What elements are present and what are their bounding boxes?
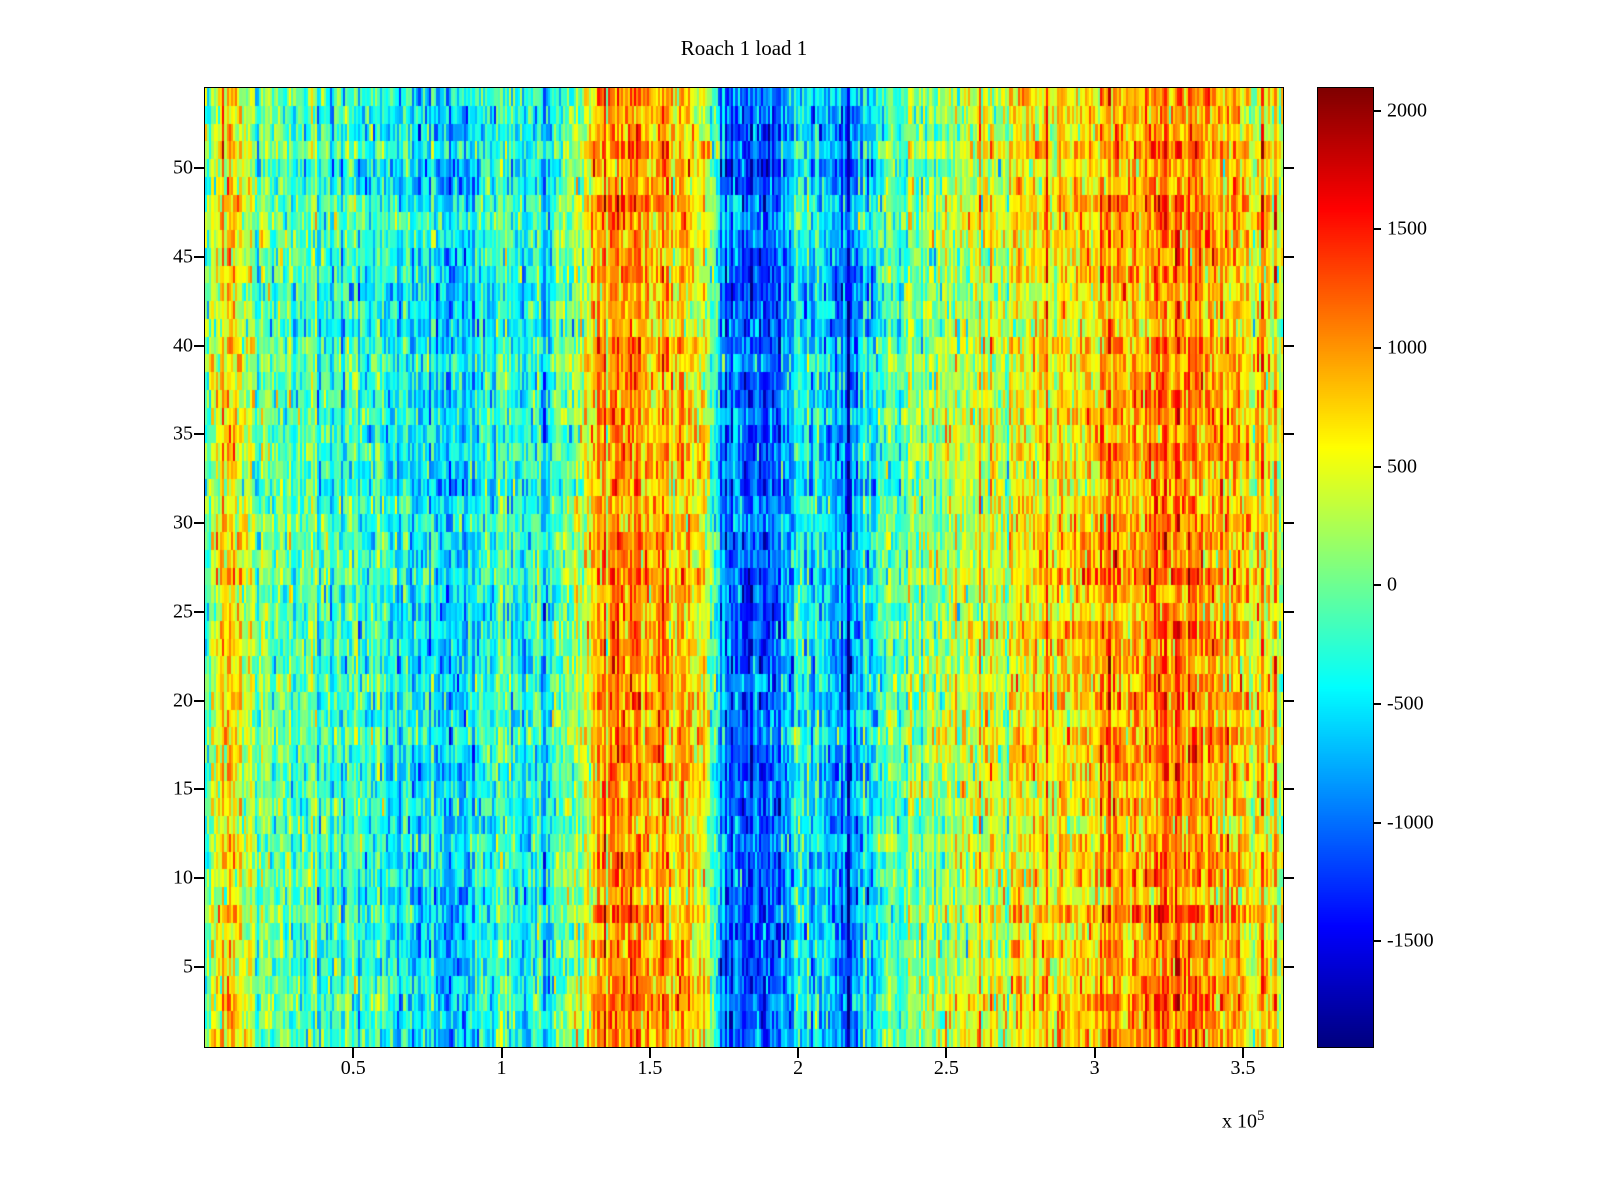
x-tick-label: 2.5 xyxy=(933,1057,959,1079)
y-tick-label: 45 xyxy=(173,245,193,268)
colorbar-tick-label: 500 xyxy=(1387,455,1417,478)
colorbar-tick-mark xyxy=(1374,940,1381,943)
y-tick-label: 25 xyxy=(173,600,193,623)
y-tick-mark xyxy=(194,344,204,347)
colorbar-tick-label: -1500 xyxy=(1387,929,1434,952)
x-tick-label: 2 xyxy=(793,1057,804,1079)
y-tick-label: 30 xyxy=(173,511,193,534)
y-tick-label: 20 xyxy=(173,689,193,712)
y-tick-mark xyxy=(194,255,204,258)
heatmap-canvas xyxy=(205,88,1283,1047)
y-tick-mark xyxy=(194,166,204,169)
colorbar xyxy=(1318,88,1373,1047)
x-tick-mark xyxy=(352,1048,355,1058)
y-tick-label: 40 xyxy=(173,334,193,356)
y-tick-label: 50 xyxy=(173,156,193,179)
colorbar-tick-label: 1000 xyxy=(1387,336,1427,359)
x-tick-label: 1 xyxy=(496,1057,507,1079)
x-tick-label: 0.5 xyxy=(340,1057,366,1079)
colorbar-tick-mark xyxy=(1374,702,1381,705)
y-tick-mark-right xyxy=(1284,877,1294,880)
colorbar-tick-mark xyxy=(1374,465,1381,468)
y-tick-mark xyxy=(194,610,204,613)
y-tick-mark-right xyxy=(1284,522,1294,525)
y-tick-mark-right xyxy=(1284,344,1294,347)
colorbar-tick-mark xyxy=(1374,346,1381,349)
x-tick-label: 3 xyxy=(1089,1057,1100,1079)
x-exponent-prefix: x 10 xyxy=(1222,1110,1257,1133)
y-tick-mark xyxy=(194,433,204,436)
y-tick-mark-right xyxy=(1284,610,1294,613)
colorbar-tick-label: -1000 xyxy=(1387,811,1434,834)
colorbar-tick-label: 2000 xyxy=(1387,99,1427,122)
colorbar-tick-mark xyxy=(1374,821,1381,824)
y-tick-mark-right xyxy=(1284,699,1294,702)
x-tick-mark xyxy=(945,1048,948,1058)
y-tick-label: 5 xyxy=(183,955,193,978)
x-exponent-power: 5 xyxy=(1257,1108,1265,1124)
x-tick-mark xyxy=(1241,1048,1244,1058)
x-tick-mark xyxy=(500,1048,503,1058)
y-tick-mark-right xyxy=(1284,166,1294,169)
colorbar-tick-mark xyxy=(1374,228,1381,231)
y-tick-mark xyxy=(194,788,204,791)
y-tick-mark-right xyxy=(1284,255,1294,258)
y-tick-label: 15 xyxy=(173,777,193,800)
y-tick-mark xyxy=(194,699,204,702)
x-tick-mark xyxy=(1093,1048,1096,1058)
y-tick-mark-right xyxy=(1284,966,1294,969)
y-tick-mark-right xyxy=(1284,433,1294,436)
x-axis-exponent: x 105 xyxy=(1222,1108,1265,1134)
x-tick-mark xyxy=(797,1048,800,1058)
y-tick-mark xyxy=(194,966,204,969)
y-tick-label: 10 xyxy=(173,866,193,889)
y-tick-mark-right xyxy=(1284,788,1294,791)
y-tick-mark xyxy=(194,522,204,525)
colorbar-tick-label: 0 xyxy=(1387,573,1397,596)
colorbar-tick-label: 1500 xyxy=(1387,217,1427,240)
y-tick-label: 35 xyxy=(173,422,193,445)
x-tick-label: 1.5 xyxy=(637,1057,663,1079)
y-tick-mark xyxy=(194,877,204,880)
x-tick-label: 3.5 xyxy=(1230,1057,1256,1079)
chart-title: Roach 1 load 1 xyxy=(680,36,808,60)
colorbar-tick-label: -500 xyxy=(1387,692,1424,715)
colorbar-tick-mark xyxy=(1374,109,1381,112)
colorbar-tick-mark xyxy=(1374,584,1381,587)
x-tick-mark xyxy=(648,1048,651,1058)
